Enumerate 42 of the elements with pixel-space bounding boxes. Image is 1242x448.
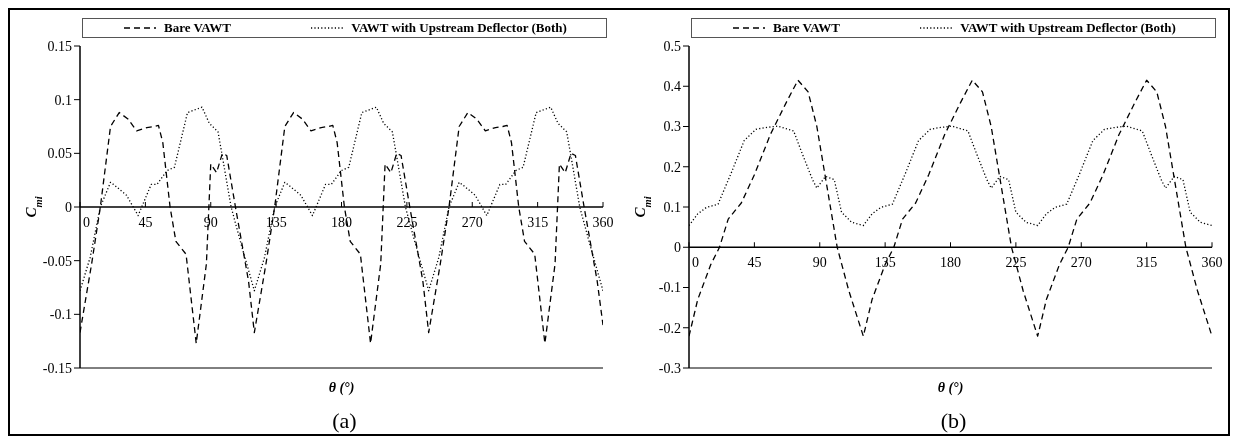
x-tick-label: 225 bbox=[396, 215, 418, 230]
x-tick-label: 225 bbox=[1005, 255, 1027, 271]
y-tick-label: 0.4 bbox=[663, 79, 681, 95]
y-tick-label: 0 bbox=[65, 199, 72, 215]
x-tick-label: 180 bbox=[331, 215, 352, 230]
y-tick-label: 0.15 bbox=[47, 38, 72, 54]
x-tick-label: 0 bbox=[83, 215, 90, 230]
legend-label: Bare VAWT bbox=[164, 20, 231, 36]
x-tick-label: 45 bbox=[747, 255, 762, 271]
x-tick-label: 315 bbox=[1136, 255, 1158, 271]
x-axis-title: θ (°) bbox=[328, 380, 355, 396]
x-tick-label: 90 bbox=[203, 215, 218, 230]
y-tick-label: 0.3 bbox=[663, 119, 681, 135]
y-tick-label: 0.2 bbox=[663, 159, 681, 175]
x-tick-label: 270 bbox=[461, 215, 483, 230]
y-tick-label: 0.5 bbox=[663, 38, 681, 54]
y-tick-label: 0 bbox=[674, 240, 681, 256]
x-tick-label: 135 bbox=[874, 255, 896, 271]
text: (b) bbox=[939, 408, 968, 434]
y-tick-label: -0.2 bbox=[658, 320, 681, 336]
x-tick-label: 360 bbox=[592, 215, 614, 230]
y-tick-label: -0.3 bbox=[658, 360, 681, 376]
x-tick-label: 315 bbox=[527, 215, 549, 230]
x-tick-label: 270 bbox=[1070, 255, 1092, 271]
x-tick-label: 360 bbox=[1201, 255, 1223, 271]
legend-label: VAWT with Upstream Deflector (Both) bbox=[351, 20, 567, 36]
x-tick-label: 180 bbox=[940, 255, 961, 271]
y-tick-label: 0.1 bbox=[54, 92, 72, 108]
y-tick-label: -0.15 bbox=[42, 360, 72, 376]
x-tick-label: 135 bbox=[265, 215, 287, 230]
x-tick-label: 0 bbox=[692, 255, 699, 271]
text: (a) bbox=[331, 408, 358, 434]
legend-label: VAWT with Upstream Deflector (Both) bbox=[960, 20, 1176, 36]
y-tick-label: -0.1 bbox=[49, 307, 72, 323]
y-tick-label: -0.1 bbox=[658, 280, 681, 296]
y-tick-label: 0.05 bbox=[47, 146, 72, 162]
legend-label: Bare VAWT bbox=[773, 20, 840, 36]
x-tick-label: 45 bbox=[138, 215, 153, 230]
x-tick-label: 90 bbox=[812, 255, 827, 271]
y-tick-label: -0.05 bbox=[42, 253, 72, 269]
y-tick-label: 0.1 bbox=[663, 199, 681, 215]
x-axis-title: θ (°) bbox=[937, 380, 964, 396]
